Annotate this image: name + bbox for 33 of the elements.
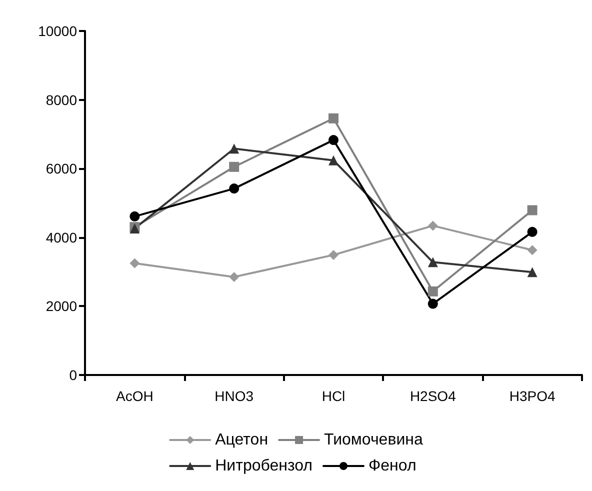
legend-label: Нитробензол bbox=[215, 458, 312, 474]
x-tick-label: H3PO4 bbox=[509, 388, 556, 404]
point bbox=[328, 135, 338, 146]
y-tick-label: 0 bbox=[69, 367, 78, 383]
y-tick-label: 4000 bbox=[46, 229, 78, 246]
x-tick-label: HNO3 bbox=[214, 388, 254, 404]
y-tick-label: 8000 bbox=[46, 92, 78, 108]
point bbox=[328, 155, 338, 166]
point bbox=[428, 286, 438, 296]
point bbox=[328, 250, 338, 260]
point bbox=[428, 298, 438, 309]
point bbox=[527, 245, 538, 256]
point bbox=[428, 257, 438, 268]
legend-label: Тиомочевина bbox=[324, 432, 423, 448]
point bbox=[328, 113, 338, 124]
legend-label: Фенол bbox=[368, 458, 416, 474]
point bbox=[130, 211, 140, 222]
point bbox=[527, 226, 538, 237]
point bbox=[229, 144, 240, 154]
point bbox=[229, 184, 240, 194]
point bbox=[229, 272, 240, 282]
y-tick-label: 10000 bbox=[38, 23, 78, 39]
point bbox=[428, 220, 438, 231]
y-tick-label: 2000 bbox=[46, 298, 78, 314]
point bbox=[527, 267, 538, 278]
legend-label: Ацетон bbox=[215, 432, 268, 448]
point bbox=[527, 205, 538, 216]
x-tick-label: AcOH bbox=[116, 388, 154, 404]
point bbox=[229, 162, 240, 172]
x-tick-label: H2SO4 bbox=[410, 388, 456, 404]
y-tick-label: 6000 bbox=[46, 160, 78, 177]
point bbox=[130, 258, 140, 268]
x-tick-label: HCl bbox=[322, 388, 346, 404]
